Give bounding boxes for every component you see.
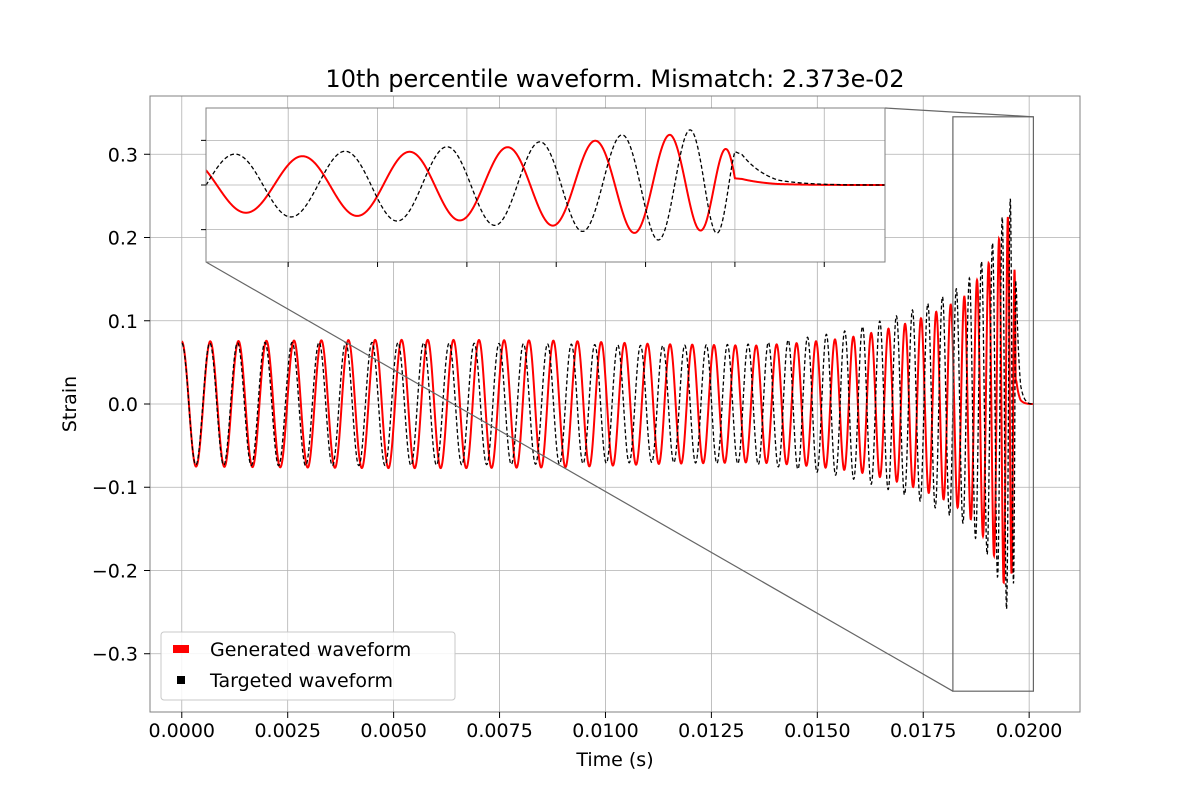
y-tick-label: 0.3: [108, 144, 138, 166]
y-axis: −0.3 −0.2 −0.1 0.0 0.1 0.2 0.3: [92, 144, 150, 666]
y-tick-label: −0.1: [92, 477, 138, 499]
inset-ticks: [201, 139, 825, 267]
legend-label-targeted: Targeted waveform: [209, 670, 393, 692]
zoom-connector-bottom: [205, 261, 954, 692]
x-tick-label: 0.0000: [149, 720, 215, 742]
y-tick-label: −0.2: [92, 560, 138, 582]
y-tick-label: −0.3: [92, 644, 138, 666]
main-plot-lines: [181, 198, 1034, 610]
zoom-region-box: [952, 116, 1034, 692]
legend-swatch-targeted: [177, 676, 185, 684]
zoom-connector-top: [884, 107, 1034, 118]
x-tick-label: 0.0125: [678, 720, 744, 742]
y-tick-label: 0.1: [108, 311, 138, 333]
x-axis-label: Time (s): [575, 749, 653, 771]
x-tick-label: 0.0100: [572, 720, 638, 742]
chart-title: 10th percentile waveform. Mismatch: 2.37…: [325, 65, 904, 93]
x-axis: 0.0000 0.0025 0.0050 0.0075 0.0100 0.0125 0.01…: [149, 712, 1062, 742]
x-tick-label: 0.0200: [996, 720, 1062, 742]
series-line-targeted: [181, 198, 1034, 610]
inset-grid: [206, 108, 885, 262]
legend-label-generated: Generated waveform: [210, 639, 411, 661]
series-line-generated: [181, 216, 1034, 585]
y-tick-label: 0.2: [108, 228, 138, 250]
x-tick-label: 0.0150: [784, 720, 850, 742]
legend-swatch-generated: [173, 645, 189, 653]
y-tick-label: 0.0: [108, 394, 138, 416]
x-tick-label: 0.0025: [254, 720, 320, 742]
legend-box: [160, 631, 456, 701]
x-tick-label: 0.0050: [360, 720, 426, 742]
inset-series-line-generated: [206, 133, 885, 234]
x-tick-label: 0.0075: [466, 720, 532, 742]
inset-plot-lines: [206, 129, 885, 241]
y-axis-label: Strain: [59, 376, 81, 432]
x-tick-label: 0.0175: [890, 720, 956, 742]
legend: Generated waveform Targeted waveform: [160, 631, 456, 701]
inset-series-line-targeted: [206, 129, 885, 241]
